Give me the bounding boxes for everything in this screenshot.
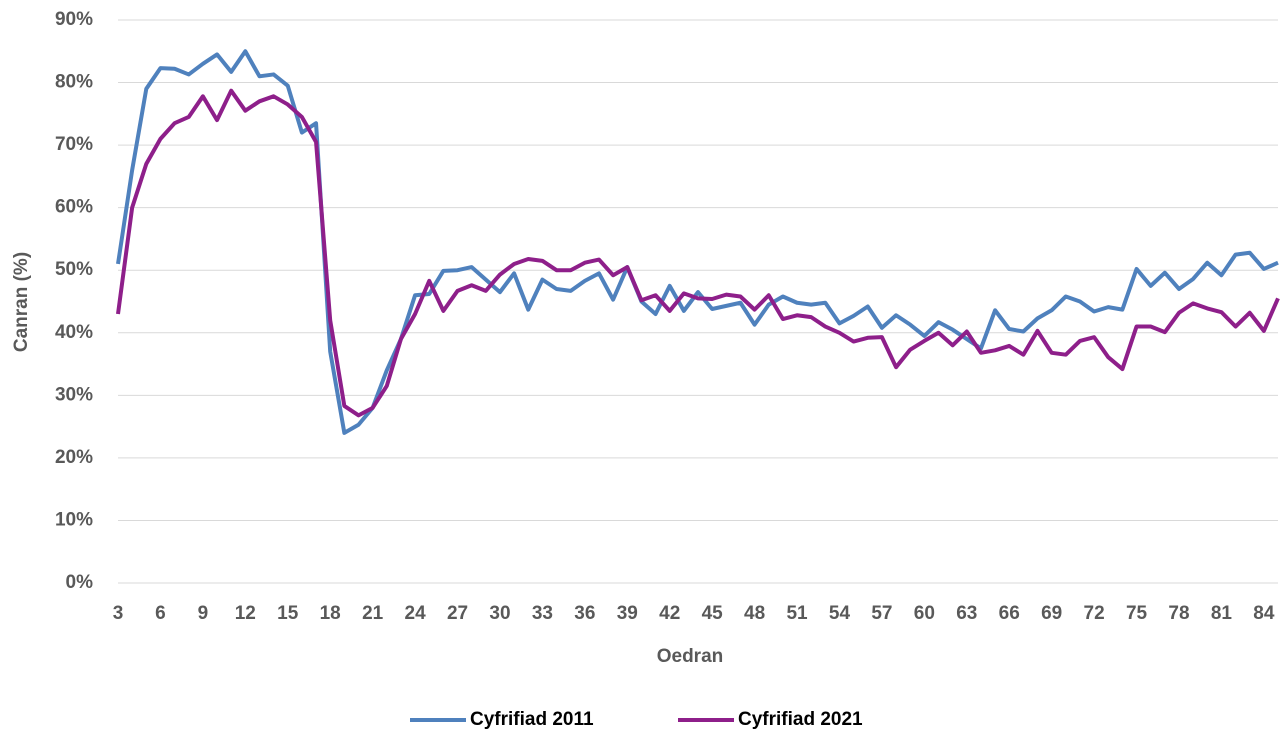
x-tick-label: 48 (744, 603, 765, 624)
x-tick-label: 42 (659, 603, 680, 624)
x-tick-label: 18 (320, 603, 341, 624)
y-tick-label: 40% (55, 322, 93, 343)
y-tick-label: 80% (55, 72, 93, 93)
x-tick-label: 33 (532, 603, 553, 624)
legend-label: Cyfrifiad 2011 (470, 709, 594, 730)
y-tick-label: 30% (55, 384, 93, 405)
x-tick-label: 21 (362, 603, 384, 624)
series-line (116, 88, 1280, 418)
x-tick-label: 66 (999, 603, 1020, 624)
x-tick-label: 84 (1253, 603, 1275, 624)
legend-label: Cyfrifiad 2021 (738, 709, 863, 730)
x-tick-label: 45 (702, 603, 724, 624)
x-tick-label: 39 (617, 603, 638, 624)
y-tick-label: 70% (55, 134, 93, 155)
y-tick-label: 60% (55, 197, 93, 218)
x-tick-label: 15 (277, 603, 299, 624)
x-tick-label: 72 (1084, 603, 1105, 624)
y-axis-label: Canran (%) (11, 252, 32, 352)
x-tick-label: 54 (829, 603, 851, 624)
x-tick-label: 81 (1211, 603, 1233, 624)
x-tick-label: 36 (574, 603, 595, 624)
x-tick-label: 69 (1041, 603, 1062, 624)
x-tick-label: 12 (235, 603, 256, 624)
x-tick-label: 51 (786, 603, 808, 624)
x-tick-label: 60 (914, 603, 935, 624)
x-tick-label: 6 (155, 603, 166, 624)
x-axis-label: Oedran (657, 646, 724, 667)
series-line (116, 49, 1279, 435)
x-tick-label: 75 (1126, 603, 1148, 624)
x-tick-label: 78 (1168, 603, 1189, 624)
x-tick-label: 57 (871, 603, 892, 624)
x-tick-label: 63 (956, 603, 977, 624)
x-tick-label: 30 (489, 603, 510, 624)
y-tick-label: 10% (55, 509, 93, 530)
y-tick-label: 0% (66, 572, 94, 593)
y-tick-label: 90% (55, 9, 93, 30)
x-tick-label: 27 (447, 603, 468, 624)
x-tick-label: 9 (198, 603, 209, 624)
y-tick-label: 50% (55, 259, 93, 280)
x-tick-label: 24 (405, 603, 427, 624)
y-tick-label: 20% (55, 447, 93, 468)
x-tick-label: 3 (113, 603, 124, 624)
